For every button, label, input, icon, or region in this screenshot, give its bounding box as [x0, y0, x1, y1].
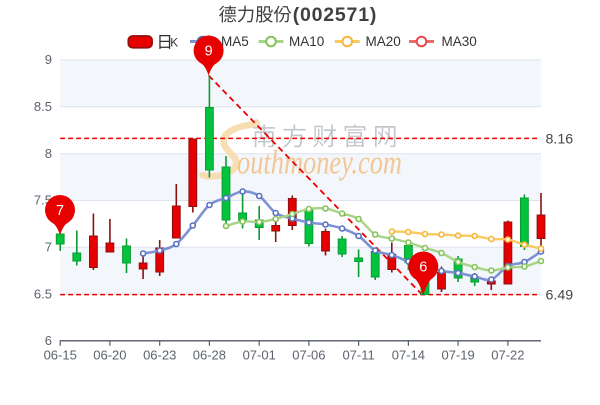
svg-text:6.49: 6.49	[546, 288, 574, 304]
svg-text:9: 9	[205, 43, 213, 59]
svg-text:7: 7	[45, 240, 52, 255]
svg-text:MA10: MA10	[289, 34, 324, 49]
svg-text:6: 6	[45, 333, 52, 348]
svg-text:07-01: 07-01	[243, 348, 276, 363]
svg-text:6.5: 6.5	[34, 286, 52, 301]
svg-text:K: K	[170, 35, 178, 49]
svg-text:9: 9	[45, 52, 52, 67]
svg-text:MA20: MA20	[366, 34, 401, 49]
svg-text:7: 7	[56, 203, 64, 219]
svg-text:8.5: 8.5	[34, 99, 52, 114]
svg-text:MA5: MA5	[221, 34, 249, 49]
svg-text:06-15: 06-15	[44, 348, 77, 363]
svg-text:07-14: 07-14	[392, 348, 425, 363]
svg-text:6: 6	[419, 259, 427, 275]
svg-text:07-06: 07-06	[292, 348, 325, 363]
svg-text:MA30: MA30	[442, 34, 477, 49]
svg-text:(002571): (002571)	[293, 4, 377, 26]
svg-text:06-23: 06-23	[143, 348, 176, 363]
svg-text:06-20: 06-20	[93, 348, 126, 363]
svg-text:8: 8	[45, 146, 52, 161]
svg-text:07-22: 07-22	[491, 348, 524, 363]
svg-text:8.16: 8.16	[546, 132, 574, 148]
svg-text:07-11: 07-11	[342, 348, 374, 363]
svg-text:outhmoney.com: outhmoney.com	[237, 145, 402, 182]
svg-text:07-19: 07-19	[441, 348, 474, 363]
svg-text:06-28: 06-28	[193, 348, 226, 363]
